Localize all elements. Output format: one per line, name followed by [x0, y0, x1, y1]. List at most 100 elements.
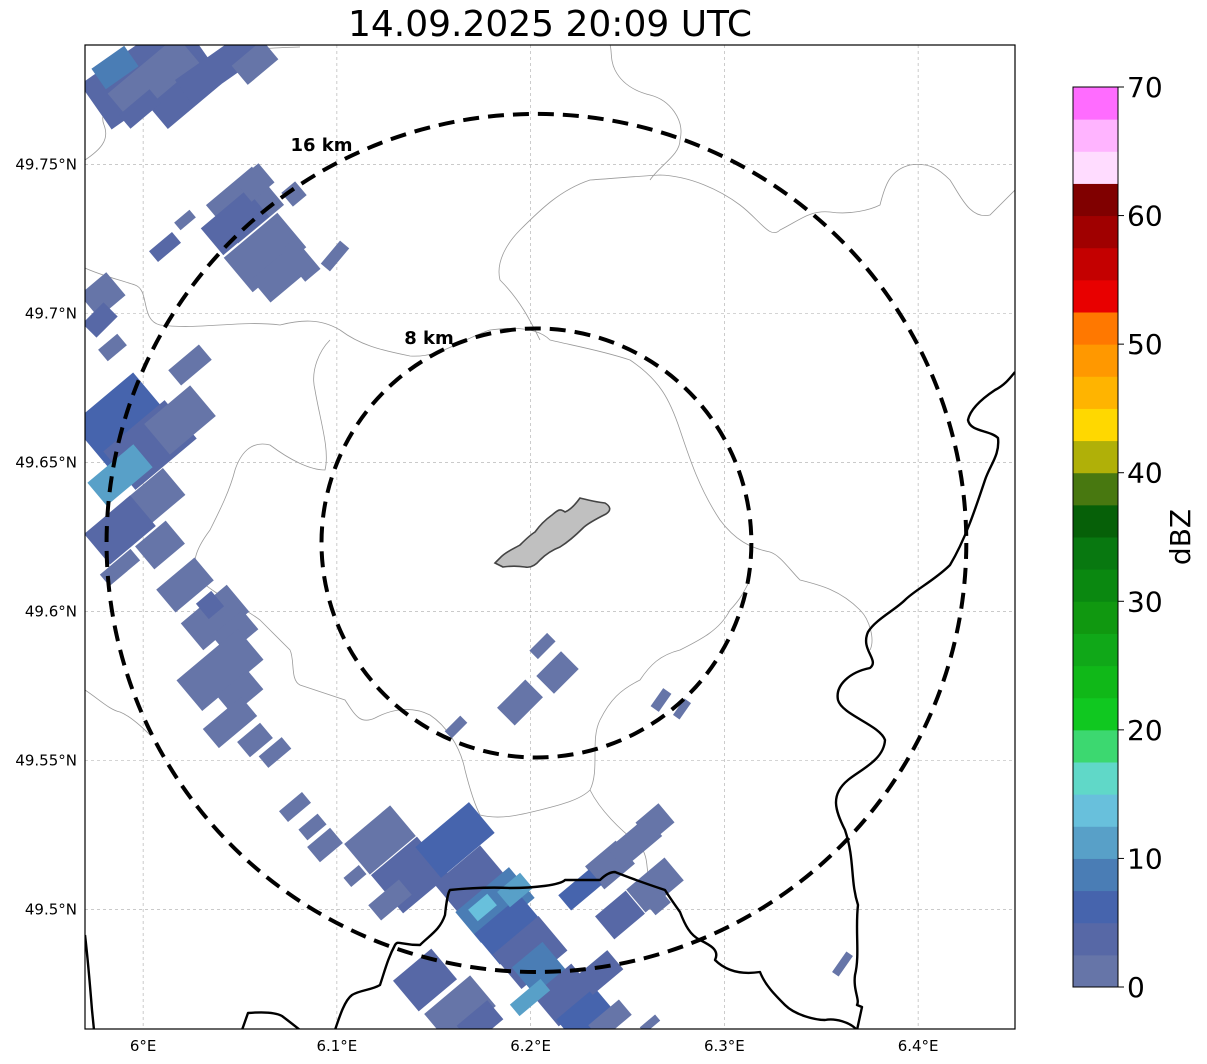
city-area	[493, 497, 611, 569]
colorbar-label: dBZ	[1164, 509, 1197, 565]
range-ring-label: 16 km	[290, 135, 352, 156]
colorbar-segment	[1073, 119, 1118, 152]
radar-echo	[174, 209, 196, 231]
radar-echo	[91, 45, 139, 90]
radar-echo	[85, 495, 156, 565]
colorbar-segment	[1073, 665, 1118, 699]
radar-echo	[156, 557, 214, 613]
radar-echo	[180, 584, 250, 651]
radar-echo	[176, 628, 264, 712]
radar-echo	[200, 189, 270, 256]
radar-echo	[497, 872, 533, 908]
radar-echo	[107, 45, 203, 125]
radar-echo	[343, 864, 367, 888]
colorbar-tick-label: 20	[1127, 714, 1163, 747]
lon-tick-label: 6.3°E	[704, 1037, 745, 1055]
colorbar-segment	[1073, 729, 1118, 763]
radar-echo	[368, 879, 412, 921]
radar-echo	[434, 845, 506, 915]
colorbar-segment	[1073, 601, 1118, 634]
range-ring	[104, 111, 969, 975]
radar-echo	[672, 698, 692, 720]
colorbar-frame	[1072, 86, 1119, 988]
colorbar: 0 10 20 30 40 50 60 70 dBZ	[1072, 71, 1197, 1004]
radar-echo	[650, 688, 672, 712]
radar-echo	[468, 893, 497, 922]
colorbar-segment	[1073, 922, 1118, 956]
radar-echo	[223, 212, 307, 293]
radar-echo	[424, 975, 496, 1029]
latitude-ticks: 49.5°N 49.55°N 49.6°N 49.65°N 49.7°N 49.75°N	[15, 155, 77, 918]
colorbar-segment	[1073, 247, 1118, 281]
colorbar-segment	[1073, 440, 1118, 474]
radar-echo	[588, 999, 632, 1029]
colorbar-segment	[1073, 344, 1118, 377]
radar-echo	[474, 895, 546, 965]
colorbar-segment	[1073, 697, 1118, 731]
colorbar-segment	[1073, 794, 1118, 827]
radar-echo	[649, 894, 671, 916]
radar-echo	[258, 737, 292, 768]
colorbar-segment	[1073, 472, 1118, 506]
lon-tick-label: 6°E	[130, 1037, 157, 1055]
colorbar-segment	[1073, 312, 1118, 345]
radar-echo	[216, 670, 264, 715]
colorbar-tick-label: 10	[1127, 842, 1163, 875]
radar-echo	[279, 791, 311, 823]
colorbar-segment	[1073, 954, 1118, 988]
colorbar-segment	[1073, 858, 1118, 892]
radar-echo	[444, 715, 468, 739]
lat-tick-label: 49.55°N	[15, 752, 77, 770]
lat-tick-label: 49.6°N	[25, 603, 77, 621]
colorbar-segment	[1073, 537, 1118, 570]
radar-echo	[509, 978, 551, 1017]
radar-echo	[536, 651, 579, 694]
colorbar-segment	[1073, 633, 1118, 667]
radar-echo	[85, 272, 126, 318]
colorbar-segment	[1073, 151, 1118, 184]
radar-echo	[99, 548, 141, 587]
radar-echo	[144, 385, 216, 455]
radar-echo	[595, 890, 645, 940]
lon-tick-label: 6.1°E	[316, 1037, 357, 1055]
radar-echo	[281, 181, 307, 207]
lon-tick-label: 6.4°E	[898, 1037, 939, 1055]
radar-echo	[635, 803, 675, 842]
colorbar-segment	[1073, 504, 1118, 538]
radar-echo	[832, 951, 853, 977]
colorbar-tick-label: 40	[1127, 457, 1163, 490]
radar-echo	[298, 813, 327, 841]
colorbar-segment	[1073, 87, 1118, 120]
radar-echo	[576, 950, 624, 995]
radar-echo	[195, 590, 225, 620]
lat-tick-label: 49.5°N	[25, 901, 77, 919]
radar-echo	[235, 163, 275, 202]
radar-echo	[85, 372, 179, 478]
radar-echo	[279, 238, 321, 282]
radar-echo	[456, 1000, 504, 1029]
radar-echo	[626, 857, 684, 913]
radar-echo	[320, 240, 350, 272]
radar-echo	[202, 696, 258, 749]
lon-tick-label: 6.2°E	[510, 1037, 551, 1055]
colorbar-segment	[1073, 890, 1118, 924]
colorbar-segment	[1073, 408, 1118, 442]
colorbar-tick-label: 70	[1127, 71, 1163, 104]
colorbar-tick-label: 60	[1127, 200, 1163, 233]
colorbar-tick-label: 0	[1127, 971, 1145, 1004]
colorbar-segment	[1073, 762, 1118, 795]
radar-echo	[168, 344, 212, 386]
lat-tick-label: 49.75°N	[15, 155, 77, 173]
range-ring	[319, 326, 754, 760]
radar-echo	[135, 520, 185, 570]
map-frame	[84, 44, 1016, 1030]
lat-tick-label: 49.7°N	[25, 304, 77, 322]
radar-echo	[85, 302, 118, 338]
radar-echo	[118, 89, 162, 129]
colorbar-segment	[1073, 569, 1118, 602]
radar-echo	[237, 722, 273, 758]
colorbar-segment	[1073, 279, 1118, 313]
gridlines	[85, 45, 1015, 1029]
national-border	[85, 371, 1015, 1029]
